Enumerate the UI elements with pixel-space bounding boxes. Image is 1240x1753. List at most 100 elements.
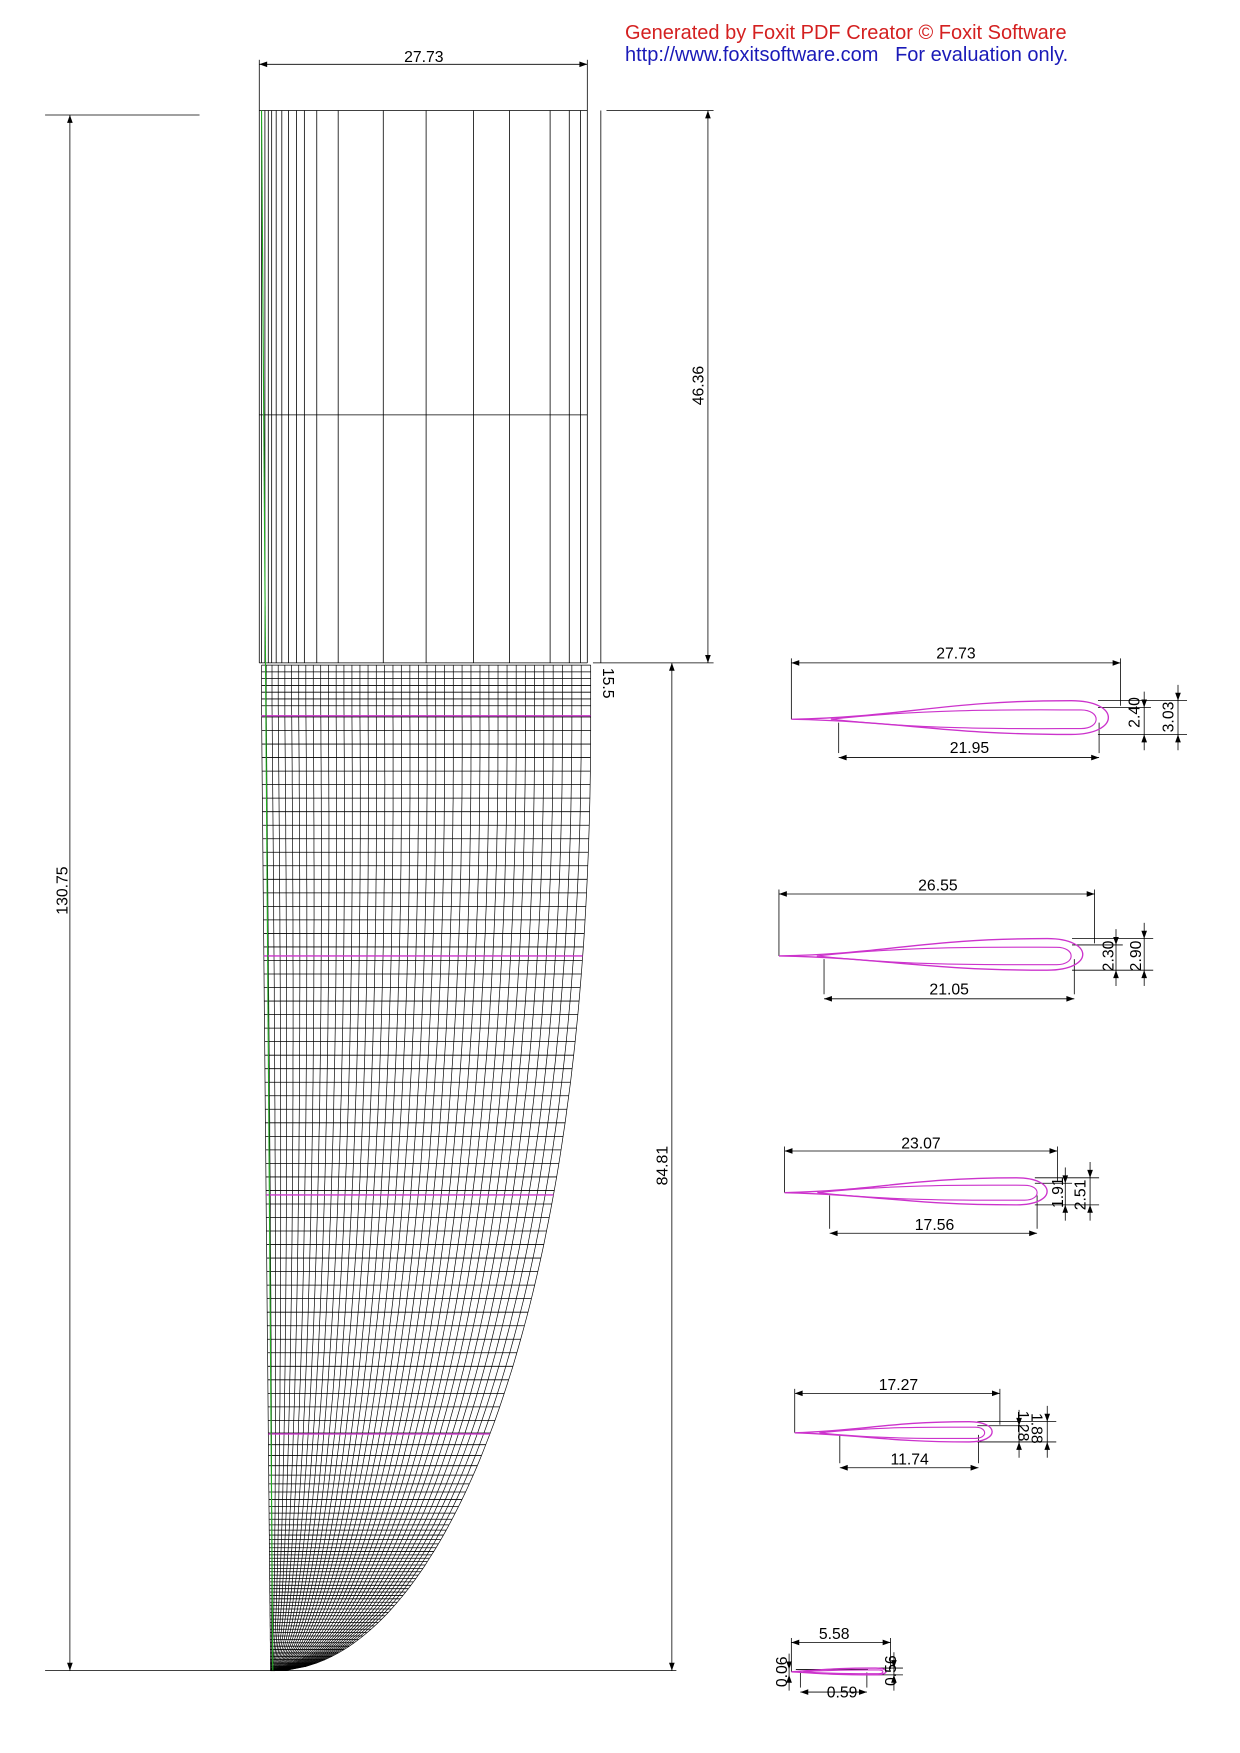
mesh-chord-line (274, 665, 582, 1672)
dimension-arrow (67, 115, 73, 123)
dimension-arrow (784, 1148, 793, 1154)
dimension-arrow (786, 1661, 792, 1670)
mesh-chord-line (271, 665, 315, 1671)
mesh-chord-line (272, 665, 437, 1671)
mesh-chord-line (270, 665, 288, 1671)
dimension-arrow (1062, 1204, 1069, 1213)
section-2-chord: 26.55 (918, 878, 958, 895)
dimension-arrow (1141, 699, 1147, 708)
dimension-arrow (1049, 1148, 1058, 1154)
dimension-arrow (838, 754, 847, 761)
dimension-arrow (1044, 1413, 1051, 1422)
section-3-t2: 2.51 (1073, 1180, 1090, 1211)
watermark-line2: http://www.foxitsoftware.com For evaluat… (625, 44, 1068, 66)
mesh-chord-line (272, 665, 411, 1671)
total-length-label: 130.75 (55, 866, 72, 914)
mesh-chord-line (274, 665, 517, 1672)
dimension-arrow (1029, 1230, 1038, 1237)
airfoil-profile (794, 1420, 993, 1443)
mesh-chord-line (272, 665, 402, 1671)
dimension-arrow (858, 1689, 867, 1695)
dimension-arrow (829, 1230, 838, 1237)
section-5-t2: 0.56 (883, 1655, 900, 1686)
dimension-arrow (1113, 970, 1119, 979)
section-3-t1: 1.91 (1050, 1177, 1067, 1208)
section-4-t1: 1.28 (1014, 1411, 1031, 1442)
mesh-chord-line (271, 665, 337, 1671)
dimension-arrow (992, 1390, 1000, 1397)
mesh-chord-line (270, 665, 294, 1671)
section-1-chord: 27.73 (936, 645, 976, 662)
airfoil-profile (791, 699, 1110, 736)
section-5-chord: 5.58 (819, 1626, 850, 1643)
dimension-arrow (1016, 1417, 1022, 1426)
dimension-arrow (1113, 937, 1119, 945)
mesh-chord-line (274, 665, 573, 1672)
dimension-arrow (1066, 995, 1075, 1002)
mesh-chord-line (273, 665, 463, 1672)
dimension-lines (45, 59, 1188, 1695)
airfoil-inner-profile (816, 946, 1072, 966)
section-1-t1: 2.40 (1127, 697, 1144, 728)
mesh-chord-line (274, 665, 563, 1672)
transition-label: 15.5 (599, 668, 616, 699)
mesh-chord-line (274, 665, 535, 1672)
airfoil-profile (791, 1667, 887, 1676)
mesh-chord-line (274, 665, 526, 1672)
section-4-chord: 17.27 (879, 1377, 918, 1394)
dimension-arrow (1087, 1204, 1093, 1213)
root-chord-label: 27.73 (404, 49, 444, 66)
section-4-inner: 11.74 (891, 1451, 930, 1468)
dimension-arrow (1044, 1441, 1051, 1450)
dimension-arrow (794, 1390, 803, 1397)
airfoil-profile (784, 1177, 1048, 1206)
blade-length-label: 84.81 (654, 1146, 671, 1185)
dimension-arrow (839, 1464, 848, 1471)
mesh-chord-line (271, 665, 322, 1671)
dimension-arrow (791, 660, 800, 666)
dimension-arrow (778, 891, 787, 897)
mesh-chord-line (272, 665, 428, 1671)
section-2-t2: 2.90 (1128, 940, 1145, 971)
mesh-chord-line (273, 665, 472, 1672)
airfoil-inner-profile (817, 1184, 1038, 1201)
mesh-chord-line (270, 665, 276, 1671)
mesh-chord-line (272, 665, 419, 1671)
dimension-arrow (791, 1639, 800, 1646)
watermark: Generated by Foxit PDF Creator © Foxit S… (625, 22, 1068, 66)
section-2-inner: 21.05 (929, 981, 969, 998)
watermark-note: For evaluation only. (895, 44, 1069, 66)
mesh-chord-line (273, 665, 454, 1672)
cylinder-length-label: 46.36 (690, 366, 707, 406)
section-3-inner: 17.56 (915, 1217, 955, 1234)
dimension-arrow (579, 61, 588, 68)
dimension-arrow (669, 1662, 675, 1671)
dimension-arrow (1087, 1169, 1093, 1178)
dimension-arrow (824, 995, 832, 1002)
dimension-arrow (67, 1662, 73, 1671)
dimension-arrow (1062, 1175, 1069, 1184)
mesh-chord-line (271, 665, 361, 1671)
watermark-line1: Generated by Foxit PDF Creator © Foxit S… (625, 22, 1067, 44)
watermark-url[interactable]: http://www.foxitsoftware.com (625, 44, 879, 66)
mesh-chord-line (273, 665, 490, 1672)
dimension-arrow (786, 1674, 792, 1683)
dimension-arrow (1141, 970, 1147, 979)
dimension-arrow (669, 662, 675, 671)
dimension-arrow (1175, 692, 1181, 701)
section-1-inner: 21.95 (950, 740, 990, 757)
mesh-chord-line (274, 665, 545, 1672)
dimension-arrow (970, 1464, 979, 1471)
mesh-chord-line (272, 665, 386, 1671)
dimension-arrow (705, 654, 711, 663)
mesh-chord-line (261, 665, 271, 1671)
mesh-chord-line (271, 665, 353, 1671)
mesh-chord-line (271, 665, 369, 1671)
dimension-arrow (1175, 734, 1181, 743)
mesh-chord-line (270, 665, 301, 1671)
section-5-inner: 0.59 (827, 1685, 858, 1702)
mesh-chord-line (273, 665, 481, 1672)
dimension-arrow (1016, 1441, 1022, 1450)
mesh-chord-line (274, 665, 554, 1672)
